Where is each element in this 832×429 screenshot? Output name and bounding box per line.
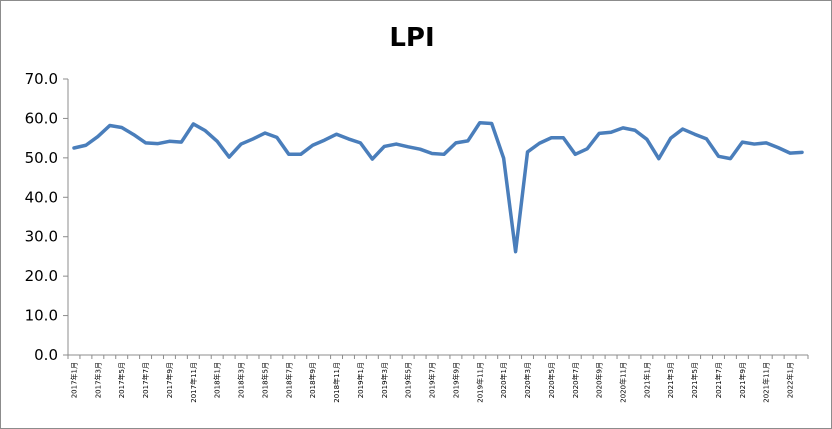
y-tick-label: 70.0 — [25, 70, 58, 88]
y-tick-label: 0.0 — [34, 346, 58, 364]
x-tick-label: 2017年1月 — [69, 362, 78, 398]
x-tick-label: 2018年1月 — [213, 362, 222, 398]
x-tick-label: 2019年11月 — [475, 362, 484, 403]
x-tick-label: 2020年3月 — [523, 362, 532, 398]
y-tick-label: 40.0 — [25, 188, 58, 206]
y-tick-label: 60.0 — [25, 109, 58, 127]
x-tick-label: 2020年11月 — [619, 362, 628, 403]
x-tick-label: 2018年7月 — [284, 362, 293, 398]
y-tick-label: 50.0 — [25, 149, 58, 167]
x-tick-label: 2020年9月 — [595, 362, 604, 398]
x-tick-label: 2019年3月 — [380, 362, 389, 398]
x-tick-label: 2021年5月 — [690, 362, 699, 398]
x-tick-label: 2018年3月 — [237, 362, 246, 398]
x-tick-label: 2018年11月 — [332, 362, 341, 403]
x-tick-label: 2018年5月 — [260, 362, 269, 398]
y-tick-label: 10.0 — [25, 307, 58, 325]
x-tick-label: 2017年9月 — [165, 362, 174, 398]
x-tick-label: 2017年3月 — [93, 362, 102, 398]
x-tick-label: 2017年5月 — [117, 362, 126, 398]
y-tick-label: 30.0 — [25, 228, 58, 246]
x-tick-label: 2021年1月 — [642, 362, 651, 398]
x-tick-label: 2017年7月 — [141, 362, 150, 398]
x-tick-label: 2020年1月 — [499, 362, 508, 398]
x-tick-label: 2022年1月 — [786, 362, 795, 398]
x-tick-label: 2019年9月 — [451, 362, 460, 398]
x-tick-label: 2018年9月 — [308, 362, 317, 398]
x-tick-label: 2017年11月 — [189, 362, 198, 403]
lpi-series-line — [72, 121, 804, 254]
chart-title: LPI — [389, 23, 434, 53]
x-tick-label: 2019年1月 — [356, 362, 365, 398]
x-tick-label: 2021年9月 — [738, 362, 747, 398]
x-tick-label: 2019年7月 — [428, 362, 437, 398]
x-tick-label: 2020年5月 — [547, 362, 556, 398]
y-tick-label: 20.0 — [25, 267, 58, 285]
x-tick-label: 2021年7月 — [714, 362, 723, 398]
x-tick-label: 2020年7月 — [571, 362, 580, 398]
x-tick-label: 2021年3月 — [666, 362, 675, 398]
x-tick-label: 2019年5月 — [404, 362, 413, 398]
x-tick-label: 2021年11月 — [762, 362, 771, 403]
